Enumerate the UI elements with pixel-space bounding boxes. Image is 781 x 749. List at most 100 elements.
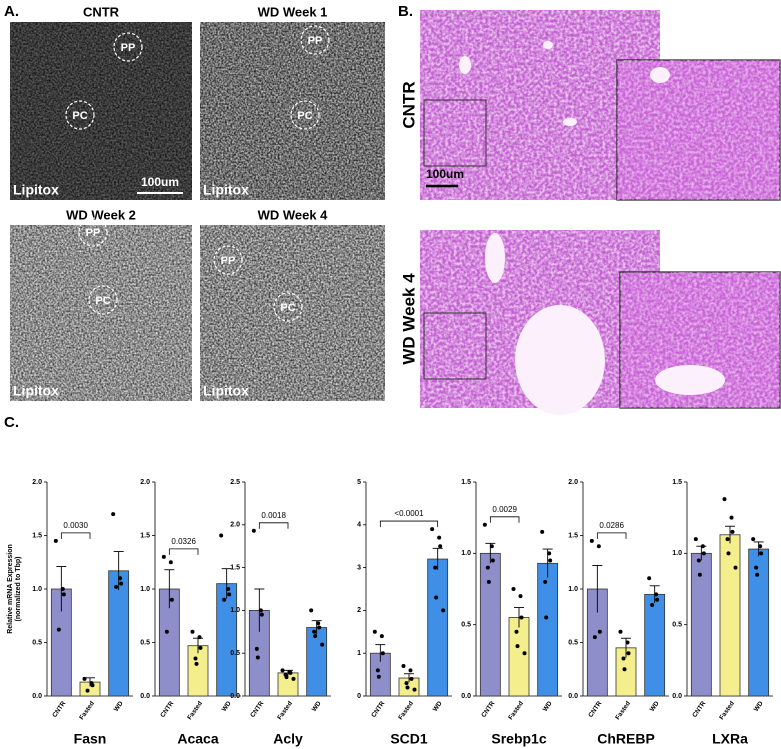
x-tick-label: WD — [753, 700, 765, 713]
data-point — [441, 608, 446, 613]
data-point — [701, 551, 706, 556]
chart-title: Acaca — [177, 731, 218, 747]
region-label: PC — [72, 110, 87, 122]
data-point — [90, 683, 95, 688]
significance-bracket — [258, 522, 289, 529]
data-point — [197, 635, 202, 640]
data-point — [61, 592, 66, 597]
y-tick-label: 2.0 — [568, 479, 578, 486]
y-tick-label: 1.0 — [672, 550, 682, 557]
y-tick-label: 0.5 — [140, 639, 150, 646]
x-tick-label: WD — [542, 700, 554, 713]
data-point — [379, 634, 384, 639]
data-point — [514, 629, 519, 634]
data-point — [405, 685, 410, 690]
x-tick-label: CNTR — [480, 700, 496, 719]
panel-a: CNTR Lipitox PP PC WD Week 1 Lipitox PP PC WD We… — [10, 4, 385, 401]
data-point — [320, 642, 325, 647]
data-point — [194, 661, 199, 666]
data-point — [693, 537, 698, 542]
bar — [187, 645, 209, 697]
y-tick-label: 0 — [357, 693, 361, 700]
y-tick-label: 0.0 — [568, 693, 578, 700]
x-tick-label: CNTR — [159, 700, 175, 719]
data-point — [317, 625, 322, 630]
data-point — [372, 629, 377, 634]
data-point — [85, 688, 90, 693]
bar-chart: 0.0 0.5 1.0 1.5 2.0 CNTR Fasted WD ChREBP 0.0286 — [568, 479, 669, 747]
bar — [216, 583, 238, 697]
region-circle — [65, 100, 95, 130]
p-value: 0.0286 — [599, 521, 624, 530]
vessel — [650, 67, 670, 83]
region-label: PC — [95, 295, 110, 307]
data-point — [544, 615, 549, 620]
data-point — [547, 551, 552, 556]
data-point — [251, 528, 256, 533]
data-point — [193, 656, 198, 661]
vessel — [515, 305, 605, 415]
vessel — [563, 118, 577, 126]
data-point — [486, 579, 491, 584]
y-tick-label: 1.0 — [140, 586, 150, 593]
y-tick-label: 2.5 — [230, 479, 240, 486]
x-tick-label: Fasted — [614, 700, 632, 721]
region-label: PP — [121, 42, 136, 54]
data-point — [438, 544, 443, 549]
y-tick-label: 2 — [357, 607, 361, 614]
scale-bar-label: 100um — [426, 167, 464, 181]
data-point — [408, 668, 413, 673]
bar-chart: 0.0 0.5 1.0 1.5 CNTR Fasted WD LXRa — [672, 479, 773, 747]
data-point — [291, 676, 296, 681]
data-point — [626, 651, 631, 656]
panel-b: CNTR WD Week 4 100um — [399, 10, 781, 415]
y-tick-label: 1.5 — [32, 532, 42, 539]
row-label: WD Week 4 — [399, 273, 418, 365]
x-tick-label: WD — [221, 700, 233, 713]
bar — [537, 562, 559, 697]
data-point — [226, 587, 231, 591]
data-point — [625, 640, 630, 645]
y-tick-label: 1.0 — [568, 586, 578, 593]
y-tick-label: 0.0 — [461, 693, 471, 700]
region-circle — [300, 25, 330, 55]
data-point — [313, 634, 318, 639]
y-tick-label: 1.5 — [568, 532, 578, 539]
y-tick-label: 0.5 — [32, 639, 42, 646]
chart-title: Srebp1c — [491, 731, 546, 747]
region-circle — [113, 32, 143, 62]
inset-box — [423, 99, 487, 167]
data-point — [375, 668, 380, 673]
y-tick-label: 2.0 — [140, 479, 150, 486]
significance-bracket — [596, 532, 627, 539]
y-tick-label: 1.0 — [32, 586, 42, 593]
bar-chart: 0.0 0.5 1.0 1.5 2.0 Relative mRNA Expression(… — [7, 479, 133, 747]
data-point — [284, 675, 289, 680]
data-point — [412, 687, 417, 692]
x-tick-label: Fasted — [78, 700, 96, 721]
data-point — [751, 537, 756, 542]
y-tick-label: 5 — [357, 479, 361, 486]
y-tick-label: 2.0 — [230, 522, 240, 529]
bar — [644, 593, 666, 697]
data-point — [255, 655, 260, 660]
data-point — [596, 544, 601, 549]
data-point — [309, 608, 314, 613]
stain-label: Lipitox — [203, 182, 249, 198]
x-tick-label: WD — [432, 700, 444, 713]
data-point — [592, 635, 597, 640]
data-point — [622, 667, 627, 672]
x-tick-label: CNTR — [587, 700, 603, 719]
x-tick-label: WD — [649, 700, 661, 713]
y-tick-label: 1.5 — [140, 532, 150, 539]
data-point — [280, 668, 285, 673]
inset-texture — [617, 60, 780, 200]
y-tick-label: 0.0 — [230, 693, 240, 700]
region-circle — [78, 217, 108, 247]
vessel — [459, 56, 471, 74]
region-label: PP — [308, 35, 323, 47]
inset-box — [423, 312, 487, 380]
x-tick-label: CNTR — [370, 700, 386, 719]
y-axis-label: (normalized to Tbp) — [15, 557, 22, 622]
